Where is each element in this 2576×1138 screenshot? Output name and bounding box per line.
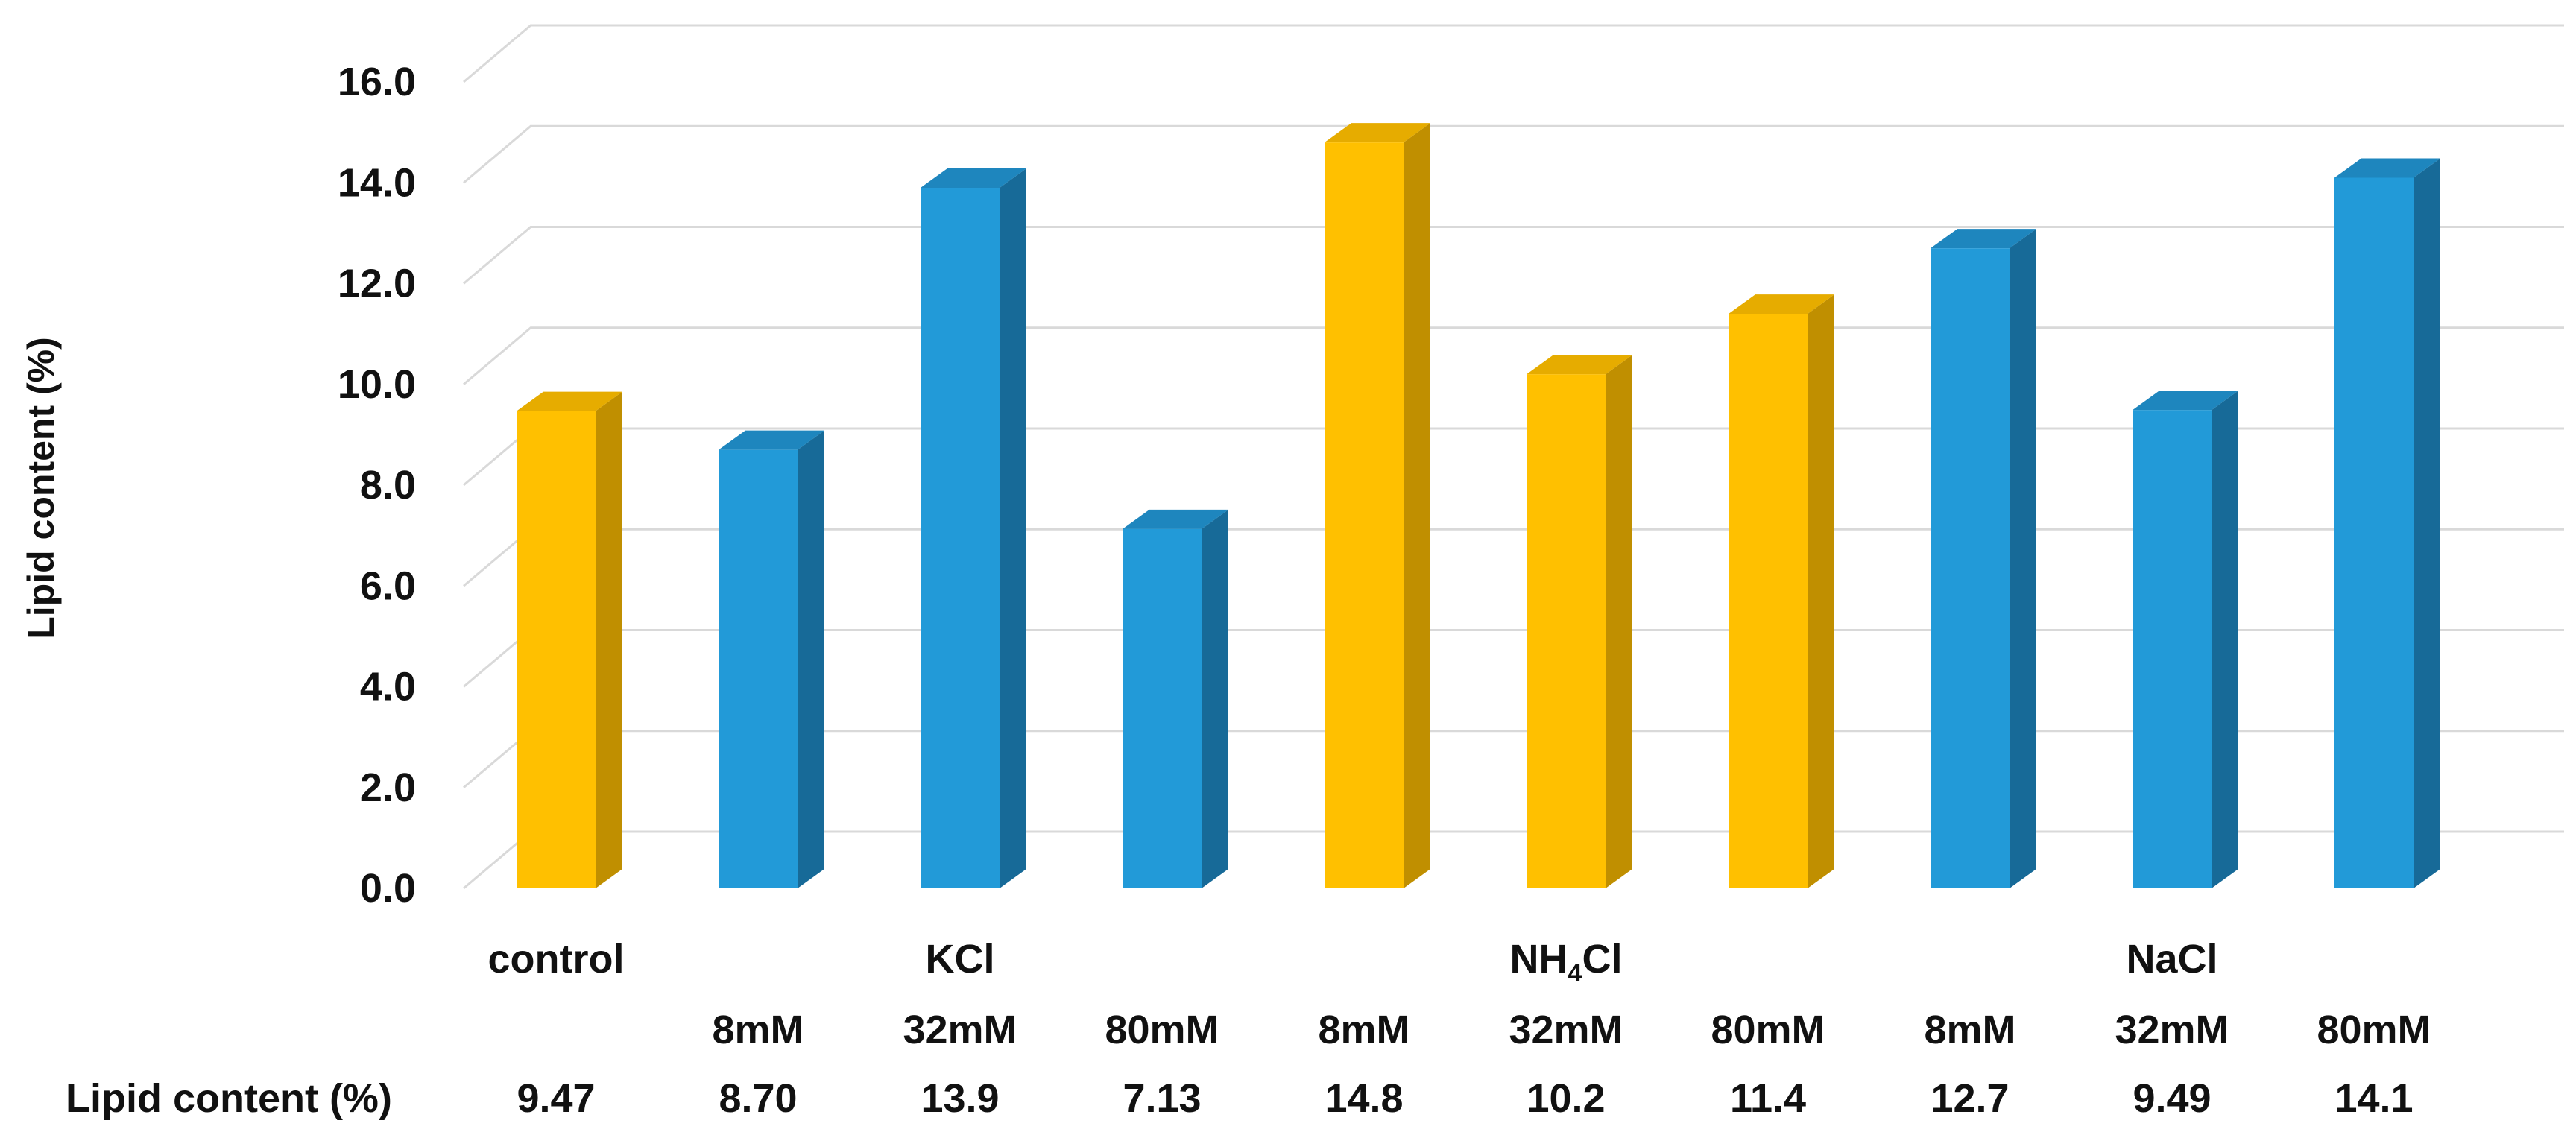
- bar-side: [1404, 123, 1430, 888]
- bar: [2334, 177, 2414, 889]
- data-table-value: 14.8: [1325, 1076, 1403, 1121]
- bar: [921, 188, 1000, 888]
- bar-side: [1808, 294, 1834, 888]
- bar: [517, 411, 596, 888]
- y-tick-label: 10.0: [338, 362, 416, 407]
- data-table-value: 14.1: [2334, 1076, 2413, 1121]
- data-table-value: 8.70: [719, 1076, 797, 1121]
- y-tick-label: 16.0: [338, 60, 416, 104]
- labels-layer: 0.0 2.0 4.0 6.0 8.0 10.0 12.0 14.0 16.0 Lipid con…: [20, 60, 2431, 1121]
- x-tick-label: 32mM: [1509, 1008, 1623, 1052]
- bar-side: [1606, 355, 1632, 889]
- bar-top: [2334, 158, 2440, 178]
- bar-top: [719, 430, 824, 450]
- x-tick-label: 80mM: [1711, 1008, 1825, 1052]
- x-group-label: KCl: [926, 937, 995, 981]
- x-group-label: NH4Cl: [1510, 937, 1623, 987]
- x-tick-label: 8mM: [1924, 1008, 2015, 1052]
- x-tick-label: 32mM: [2115, 1008, 2229, 1052]
- bar-side: [2010, 229, 2036, 889]
- y-tick-label: 2.0: [360, 765, 416, 810]
- x-tick-label: 80mM: [2317, 1008, 2431, 1052]
- data-table-value: 10.2: [1527, 1076, 1605, 1121]
- bar: [1527, 374, 1606, 889]
- bar-side: [1202, 509, 1228, 888]
- data-table-value: 7.13: [1123, 1076, 1201, 1121]
- data-table-value: 12.7: [1931, 1076, 2009, 1121]
- bar-top: [2133, 391, 2238, 411]
- data-table-value: 11.4: [1730, 1076, 1806, 1121]
- bar-top: [517, 391, 622, 411]
- bar: [719, 449, 798, 888]
- y-tick-label: 12.0: [338, 262, 416, 306]
- bar-top: [921, 168, 1026, 189]
- bar: [1325, 142, 1404, 888]
- y-tick-label: 6.0: [360, 563, 416, 608]
- bar-side: [596, 391, 622, 888]
- x-tick-label: 8mM: [1318, 1008, 1409, 1052]
- gridline: [463, 124, 2564, 184]
- y-tick-label: 0.0: [360, 866, 416, 911]
- bar: [1931, 248, 2010, 889]
- x-group-label: NaCl: [2126, 937, 2217, 981]
- bar-side: [1000, 168, 1026, 888]
- x-tick-label: 8mM: [712, 1008, 804, 1052]
- bar: [1729, 314, 1808, 888]
- bar-top: [1527, 355, 1632, 375]
- gridline: [463, 24, 2564, 83]
- x-group-label: control: [488, 937, 625, 981]
- bar-side: [798, 430, 824, 888]
- y-tick-label: 14.0: [338, 160, 416, 205]
- x-tick-label: 32mM: [903, 1008, 1017, 1052]
- data-table-value: 9.49: [2133, 1076, 2211, 1121]
- bar-top: [1931, 229, 2036, 249]
- bar-side: [2212, 391, 2238, 888]
- data-table-value: 9.47: [517, 1076, 595, 1121]
- gridline: [463, 226, 2564, 285]
- bars-layer: [517, 123, 2440, 889]
- bar-side: [2414, 158, 2440, 889]
- bar-top: [1325, 123, 1430, 143]
- y-tick-label: 4.0: [360, 665, 416, 709]
- bar-top: [1729, 294, 1834, 314]
- data-table-row-label: Lipid content (%): [66, 1076, 392, 1121]
- y-axis-label: Lipid content (%): [20, 337, 62, 639]
- data-table-value: 13.9: [921, 1076, 999, 1121]
- bar: [2133, 410, 2212, 888]
- bar-top: [1123, 509, 1228, 529]
- bar: [1123, 528, 1202, 888]
- x-tick-label: 80mM: [1105, 1008, 1219, 1052]
- gridline: [463, 326, 2564, 385]
- y-tick-label: 8.0: [360, 463, 416, 508]
